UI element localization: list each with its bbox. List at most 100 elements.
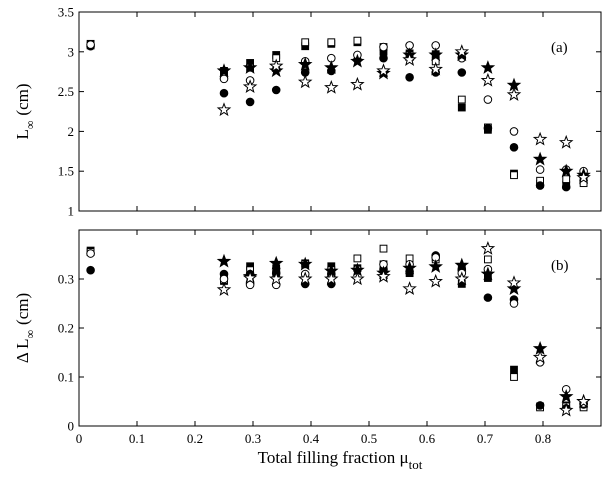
data-point [219, 74, 229, 84]
data-point [297, 74, 313, 89]
data-point [428, 259, 443, 273]
panel-a: 1 1.5 2 2.5 3 3.5 (a) L∞(cm) [13, 5, 602, 219]
data-point [219, 88, 229, 98]
data-point [379, 244, 388, 253]
data-point [324, 271, 339, 286]
data-point [428, 273, 443, 288]
data-point [379, 42, 388, 52]
data-point [535, 401, 545, 410]
data-point [484, 255, 492, 264]
plot-frame [78, 229, 602, 427]
x-tick-label: 0.1 [129, 431, 145, 446]
data-point [532, 131, 548, 146]
y-tick-label: 1.5 [58, 164, 74, 179]
y-tick-label: 0.1 [58, 370, 74, 385]
series-open-square [86, 36, 588, 188]
data-point [297, 256, 313, 271]
data-point [558, 163, 574, 178]
y-tick-label: 0.2 [58, 321, 74, 336]
data-point [402, 260, 417, 275]
x-tick-label: 0.4 [303, 431, 320, 446]
series-open-square [86, 244, 588, 412]
data-point [480, 240, 496, 255]
y-axis-label: Δ L∞(cm) [13, 293, 37, 363]
data-point [216, 282, 232, 296]
data-point [376, 63, 391, 78]
series-open-star [216, 240, 591, 417]
y-tick-label: 2 [68, 124, 75, 139]
data-point [509, 127, 519, 136]
panel-label: (a) [551, 40, 568, 56]
plot-frame [78, 11, 602, 212]
data-point [480, 72, 496, 87]
data-point [376, 268, 391, 283]
x-tick-label: 0.2 [187, 431, 203, 446]
data-point [402, 281, 417, 295]
y-tick-label: 0.3 [58, 272, 74, 287]
data-point [480, 266, 496, 281]
series-filled-circle [86, 251, 588, 413]
data-point [271, 85, 281, 95]
data-point [483, 95, 493, 104]
axis-labels: Total filling fraction μtot [258, 448, 423, 472]
data-point [535, 165, 545, 174]
data-point [86, 249, 95, 258]
data-point [454, 44, 470, 58]
panel-b: 0 0.1 0.2 0.3 0.4 0.5 0.6 0.7 0.8 0 0.1 0.2 0.3 (b) Δ … [13, 229, 602, 446]
data-point [86, 40, 95, 49]
data-point [242, 270, 258, 285]
data-point [324, 79, 339, 94]
data-point [576, 169, 591, 184]
data-point [576, 393, 591, 408]
x-tick-label: 0.5 [361, 431, 377, 446]
data-point [509, 299, 519, 308]
data-point [379, 53, 388, 63]
x-axis-label: Total filling fraction μtot [258, 448, 423, 472]
data-point [297, 56, 313, 71]
data-point [402, 52, 417, 66]
y-tick-label: 3 [68, 44, 75, 59]
y-tick-label: 2.5 [58, 84, 74, 99]
data-point [216, 102, 232, 117]
data-point [268, 63, 284, 78]
data-point [532, 151, 548, 166]
data-point [242, 60, 258, 74]
series-filled-square [86, 38, 588, 189]
data-point [506, 275, 522, 290]
data-point [457, 95, 466, 104]
data-point [242, 79, 258, 93]
series-filled-square [86, 246, 588, 411]
data-point [353, 36, 362, 45]
series-open-circle [86, 40, 588, 176]
data-point [327, 38, 336, 47]
data-point [561, 182, 571, 192]
y-axis-label: L∞(cm) [13, 83, 37, 139]
data-point [268, 271, 284, 286]
data-point [510, 373, 518, 381]
data-point [454, 257, 470, 272]
y-tick-label: 3.5 [58, 5, 74, 20]
x-tick-label: 0 [76, 431, 83, 446]
data-point [506, 87, 522, 101]
data-point [562, 175, 571, 184]
data-point [457, 103, 466, 112]
data-point [506, 281, 522, 295]
data-point [454, 271, 470, 286]
data-point [350, 271, 365, 286]
data-point [558, 402, 574, 417]
data-point [483, 123, 493, 133]
x-tick-label: 0.6 [419, 431, 436, 446]
series-filled-circle [86, 41, 588, 192]
data-point [268, 255, 284, 270]
x-tick-label: 0.8 [535, 431, 551, 446]
data-point [428, 47, 443, 62]
data-point [297, 271, 313, 286]
data-point [509, 143, 519, 152]
x-tick-label: 0.7 [477, 431, 494, 446]
data-point [350, 53, 365, 68]
data-point [219, 274, 229, 284]
data-point [350, 76, 365, 91]
data-point [216, 63, 232, 78]
y-tick-label: 0 [68, 419, 75, 434]
